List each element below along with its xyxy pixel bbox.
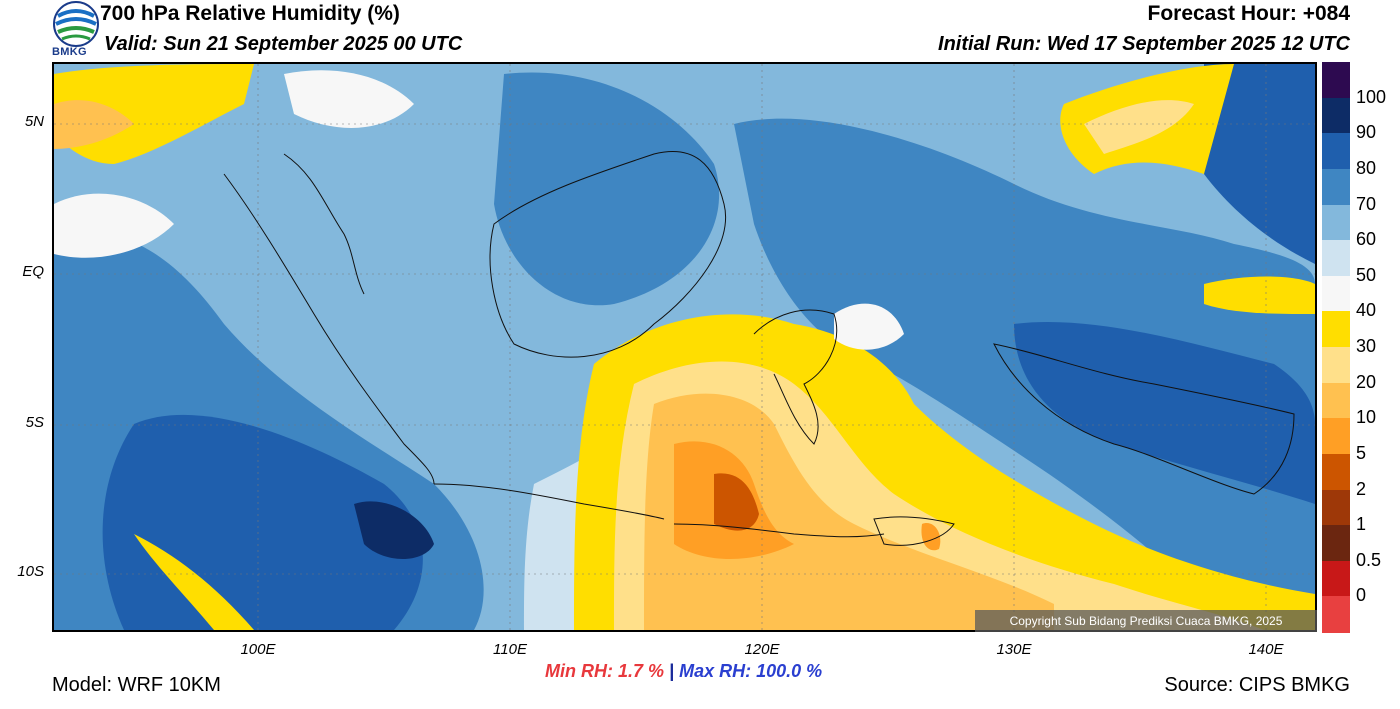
colorbar-segment	[1322, 275, 1350, 312]
colorbar-segment	[1322, 560, 1350, 597]
min-rh: Min RH: 1.7 %	[545, 661, 665, 681]
colorbar-segment	[1322, 382, 1350, 419]
colorbar-segment	[1322, 418, 1350, 455]
lat-label-5s: 5S	[25, 414, 44, 431]
colorbar-segment	[1322, 240, 1350, 277]
model-info: Model: WRF 10KM	[52, 674, 221, 696]
lon-label-140e: 140E	[1248, 641, 1284, 658]
copyright-notice: Copyright Sub Bidang Prediksi Cuaca BMKG…	[975, 610, 1317, 632]
humidity-map-graphic	[54, 64, 1315, 631]
max-rh: Max RH: 100.0 %	[679, 661, 823, 681]
colorbar-label: 70	[1356, 193, 1377, 214]
colorbar-label: 30	[1356, 336, 1377, 356]
colorbar-label: 0	[1356, 585, 1367, 606]
colorbar-segment	[1322, 453, 1350, 490]
bmkg-logo	[52, 0, 100, 60]
forecast-hour: Forecast Hour: +084	[1147, 2, 1351, 25]
colorbar-label: 50	[1356, 264, 1377, 285]
initial-run: Initial Run: Wed 17 September 2025 12 UT…	[938, 33, 1350, 55]
lon-label-130e: 130E	[996, 641, 1032, 658]
colorbar-label: 0.5	[1356, 549, 1382, 570]
stats-separator: |	[669, 661, 675, 681]
colorbar-label: 60	[1356, 229, 1377, 250]
rh-stats: Min RH: 1.7 % | Max RH: 100.0 %	[545, 661, 822, 682]
colorbar-label: 80	[1356, 157, 1377, 178]
colorbar-label: 1	[1356, 514, 1367, 535]
colorbar-label: 100	[1356, 86, 1387, 107]
colorbar-label: 90	[1356, 122, 1377, 143]
colorbar-segment	[1322, 347, 1350, 384]
lat-label-5n: 5N	[24, 113, 44, 130]
lat-label-10s: 10S	[17, 563, 44, 580]
valid-time: Valid: Sun 21 September 2025 00 UTC	[104, 33, 463, 55]
colorbar-label: 2	[1356, 478, 1367, 499]
map-title: 700 hPa Relative Humidity (%)	[100, 2, 400, 25]
logo-text: BMKG	[52, 46, 87, 58]
lon-label-110e: 110E	[493, 641, 527, 658]
colorbar-label: 5	[1356, 442, 1367, 463]
colorbar-segment	[1322, 97, 1350, 134]
humidity-map	[52, 62, 1317, 632]
colorbar-segment	[1322, 133, 1350, 170]
colorbar	[1322, 62, 1350, 633]
colorbar-segment	[1322, 489, 1350, 526]
lat-label-eq: EQ	[22, 263, 44, 280]
colorbar-label: 40	[1356, 300, 1377, 321]
lon-label-100e: 100E	[240, 641, 276, 658]
colorbar-segment	[1322, 525, 1350, 562]
colorbar-label: 10	[1356, 407, 1377, 428]
colorbar-segment	[1322, 311, 1350, 348]
colorbar-segment	[1322, 596, 1350, 633]
colorbar-segment	[1322, 204, 1350, 241]
colorbar-segment	[1322, 62, 1350, 99]
colorbar-label: 20	[1356, 371, 1377, 392]
source-info: Source: CIPS BMKG	[1164, 674, 1350, 696]
colorbar-segment	[1322, 168, 1350, 205]
lon-label-120e: 120E	[744, 641, 780, 658]
